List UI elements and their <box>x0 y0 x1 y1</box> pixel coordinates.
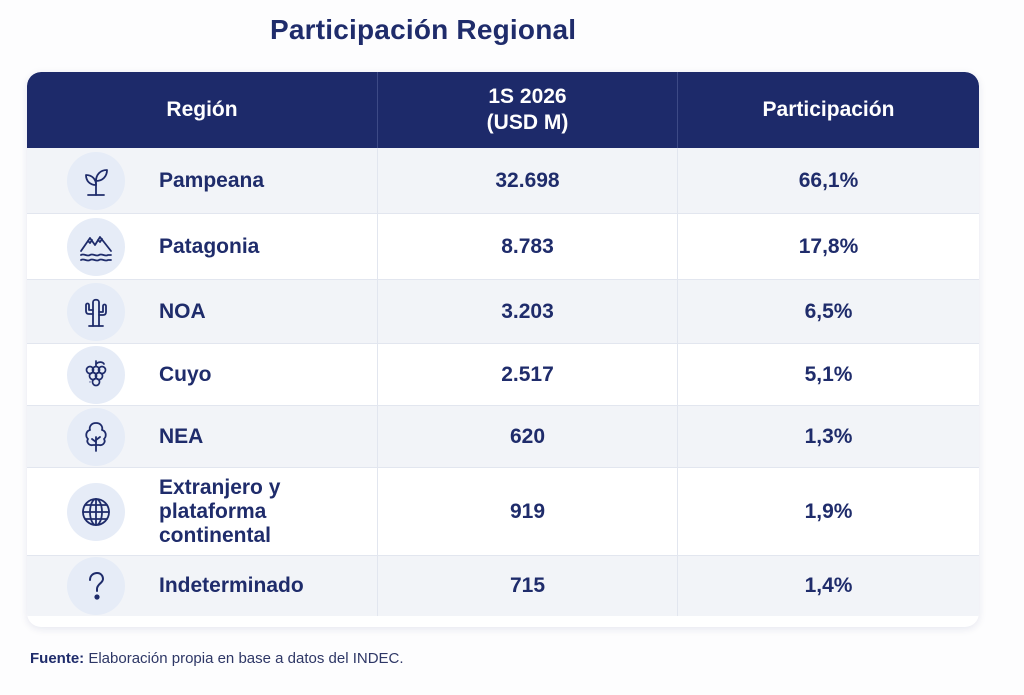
region-name: NEA <box>159 424 204 448</box>
share-cell: 66,1% <box>798 168 859 192</box>
cactus-icon <box>67 282 125 341</box>
tree-icon <box>67 407 125 466</box>
region-cell: Patagonia <box>27 214 378 279</box>
mountains-icon <box>67 217 125 276</box>
value-cell: 8.783 <box>378 214 678 279</box>
value-cell: 32.698 <box>378 148 678 213</box>
region-name: Indeterminado <box>159 574 304 597</box>
share-cell: 1,9% <box>804 499 853 523</box>
value-cell: 2.517 <box>378 344 678 405</box>
table-row: NOA 3.203 6,5% <box>27 280 979 344</box>
region-cell: Extranjero y plataforma continental <box>27 468 378 555</box>
region-name: Patagonia <box>159 234 260 258</box>
table-row: Patagonia 8.783 17,8% <box>27 214 979 280</box>
header-region: Región <box>27 72 378 148</box>
region-name: Extranjero y plataforma continental <box>159 475 281 547</box>
share-cell: 5,1% <box>804 362 853 386</box>
page-title: Participación Regional <box>270 14 577 45</box>
share-cell: 6,5% <box>804 299 853 323</box>
source-note: Fuente: Elaboración propia en base a dat… <box>30 650 404 667</box>
table-row: Cuyo 2.517 5,1% <box>27 344 979 406</box>
source-label: Fuente: <box>30 650 85 667</box>
table-row: Indeterminado 715 1,4% <box>27 556 979 616</box>
regional-table: Región 1S 2026 (USD M) Participación <box>27 72 979 627</box>
share-cell: 17,8% <box>798 234 859 258</box>
region-name: Pampeana <box>159 168 265 192</box>
table-row: Extranjero y plataforma continental 919 … <box>27 468 979 556</box>
source-text: Elaboración propia en base a datos del I… <box>88 650 404 667</box>
grapes-icon <box>67 345 125 404</box>
region-cell: Cuyo <box>27 344 378 405</box>
header-share: Participación <box>762 98 895 121</box>
value-cell: 919 <box>378 468 678 555</box>
region-cell: Pampeana <box>27 148 378 213</box>
share-cell: 1,4% <box>804 574 853 597</box>
region-name: NOA <box>159 299 206 323</box>
header-value: 1S 2026 (USD M) <box>378 72 678 148</box>
table-body: Pampeana 32.698 66,1% <box>27 148 979 616</box>
table-header: Región 1S 2026 (USD M) Participación <box>27 72 979 148</box>
table-row: Pampeana 32.698 66,1% <box>27 148 979 214</box>
value-cell: 3.203 <box>378 280 678 343</box>
plant-icon <box>67 151 125 210</box>
region-cell: NOA <box>27 280 378 343</box>
table-row: NEA 620 1,3% <box>27 406 979 468</box>
globe-icon <box>67 482 125 541</box>
value-cell: 620 <box>378 406 678 467</box>
region-cell: NEA <box>27 406 378 467</box>
value-cell: 715 <box>378 556 678 616</box>
share-cell: 1,3% <box>804 424 853 448</box>
region-name: Cuyo <box>159 362 212 386</box>
question-icon <box>67 557 125 615</box>
region-cell: Indeterminado <box>27 556 378 616</box>
